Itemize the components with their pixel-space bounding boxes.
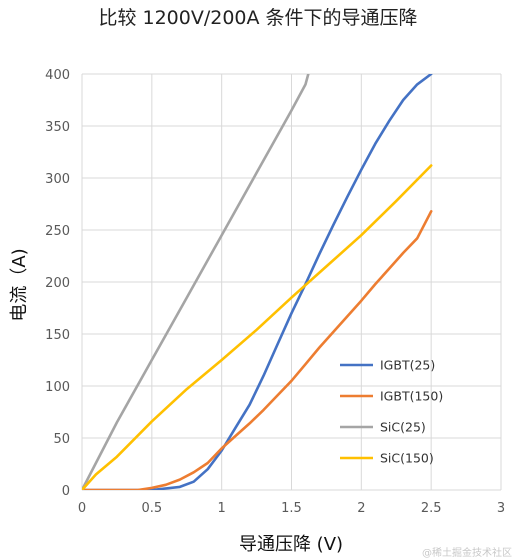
series-lines bbox=[82, 74, 433, 490]
legend-label: IGBT(150) bbox=[380, 389, 443, 404]
y-tick-label: 300 bbox=[45, 172, 70, 187]
y-tick-label: 150 bbox=[45, 328, 70, 343]
x-tick-label: 2.5 bbox=[421, 501, 442, 516]
legend-label: SiC(25) bbox=[380, 420, 426, 435]
y-tick-label: 200 bbox=[45, 276, 70, 291]
grid bbox=[81, 73, 502, 491]
y-tick-label: 350 bbox=[45, 120, 70, 135]
x-tick-label: 0.5 bbox=[141, 501, 162, 516]
chart-title: 比较 1200V/200A 条件下的导通压降 bbox=[98, 7, 417, 29]
series-line-igbt-25 bbox=[82, 74, 433, 490]
y-tick-label: 0 bbox=[62, 484, 70, 499]
x-tick-label: 1.5 bbox=[281, 501, 302, 516]
y-tick-label: 100 bbox=[45, 380, 70, 395]
series-line-sic-150 bbox=[82, 164, 433, 490]
x-tick-labels: 0 0.5 1 1.5 2 2.5 3 bbox=[78, 501, 505, 516]
legend: IGBT(25) IGBT(150) SiC(25) SiC(150) bbox=[340, 358, 443, 466]
y-tick-labels: 0 50 100 150 200 250 300 350 400 bbox=[45, 68, 70, 499]
x-tick-label: 3 bbox=[497, 501, 505, 516]
series-line-sic-25 bbox=[82, 74, 310, 490]
y-tick-label: 400 bbox=[45, 68, 70, 83]
x-axis-title: 导通压降 (V) bbox=[239, 534, 343, 555]
x-tick-label: 0 bbox=[78, 501, 86, 516]
watermark: @稀土掘金技术社区 bbox=[422, 546, 512, 559]
y-tick-label: 50 bbox=[53, 432, 70, 447]
series-line-igbt-150 bbox=[82, 210, 433, 490]
y-axis-title: 电流（A) bbox=[9, 248, 30, 321]
legend-label: SiC(150) bbox=[380, 451, 434, 466]
y-tick-label: 250 bbox=[45, 224, 70, 239]
x-tick-label: 2 bbox=[357, 501, 365, 516]
legend-label: IGBT(25) bbox=[380, 358, 435, 373]
x-tick-label: 1 bbox=[218, 501, 226, 516]
